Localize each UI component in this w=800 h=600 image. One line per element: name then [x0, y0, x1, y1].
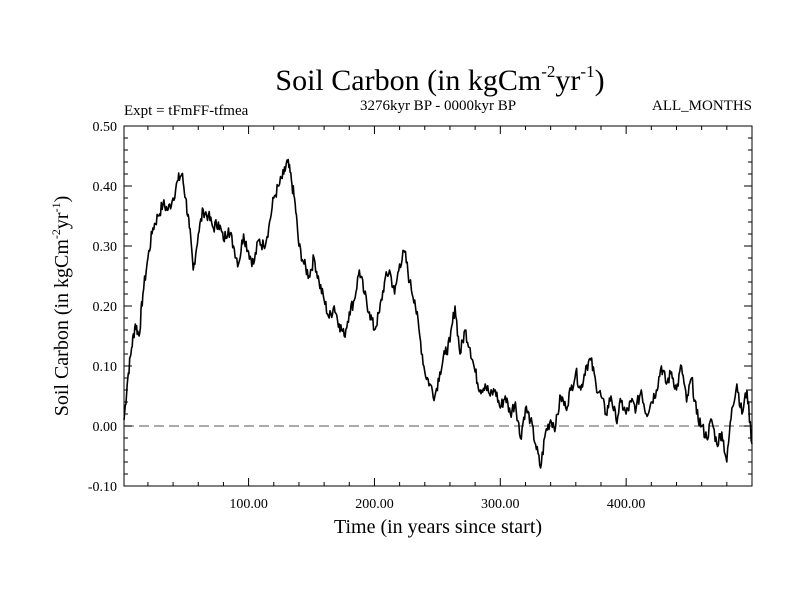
y-axis-label-mid: yr [51, 212, 73, 229]
x-tick-label: 300.00 [481, 497, 520, 512]
y-axis-label-main: Soil Carbon (in kgCm [51, 239, 73, 417]
plot-frame [123, 125, 753, 487]
y-tick-label: 0.50 [93, 120, 118, 135]
y-tick-label: -0.10 [88, 480, 117, 495]
months-label: ALL_MONTHS [652, 98, 752, 114]
soil-carbon-series-line [123, 158, 753, 469]
y-axis-label: Soil Carbon (in kgCm-2yr-1) [49, 196, 73, 417]
y-tick-label: 0.20 [93, 300, 118, 315]
y-tick-label: 0.40 [93, 180, 118, 195]
x-tick-label: 200.00 [355, 497, 394, 512]
period-label: 3276kyr BP - 0000kyr BP [360, 98, 516, 114]
x-tick-label: 400.00 [607, 497, 646, 512]
chart-title-exp1: -2 [541, 62, 555, 81]
y-tick-label: 0.30 [93, 240, 118, 255]
chart-title: Soil Carbon (in kgCm-2yr-1) [275, 62, 604, 97]
y-axis-ticks: -0.10 0.00 0.10 0.20 0.30 0.40 0.50 [88, 120, 752, 495]
y-axis-label-exp1: -2 [49, 229, 63, 239]
chart-title-mid: yr [555, 64, 580, 97]
x-axis-label: Time (in years since start) [334, 516, 542, 538]
y-axis-label-end: ) [51, 196, 73, 203]
y-axis-label-exp2: -1 [49, 202, 63, 212]
y-tick-label: 0.00 [93, 420, 118, 435]
chart-title-main: Soil Carbon (in kgCm [275, 64, 541, 97]
x-axis-ticks: 100.00 200.00 300.00 400.00 [147, 126, 728, 512]
chart-title-end: ) [595, 64, 605, 97]
chart-title-exp2: -1 [580, 62, 594, 81]
x-tick-label: 100.00 [229, 497, 268, 512]
y-tick-label: 0.10 [93, 360, 118, 375]
experiment-label: Expt = tFmFF-tfmea [124, 103, 249, 119]
